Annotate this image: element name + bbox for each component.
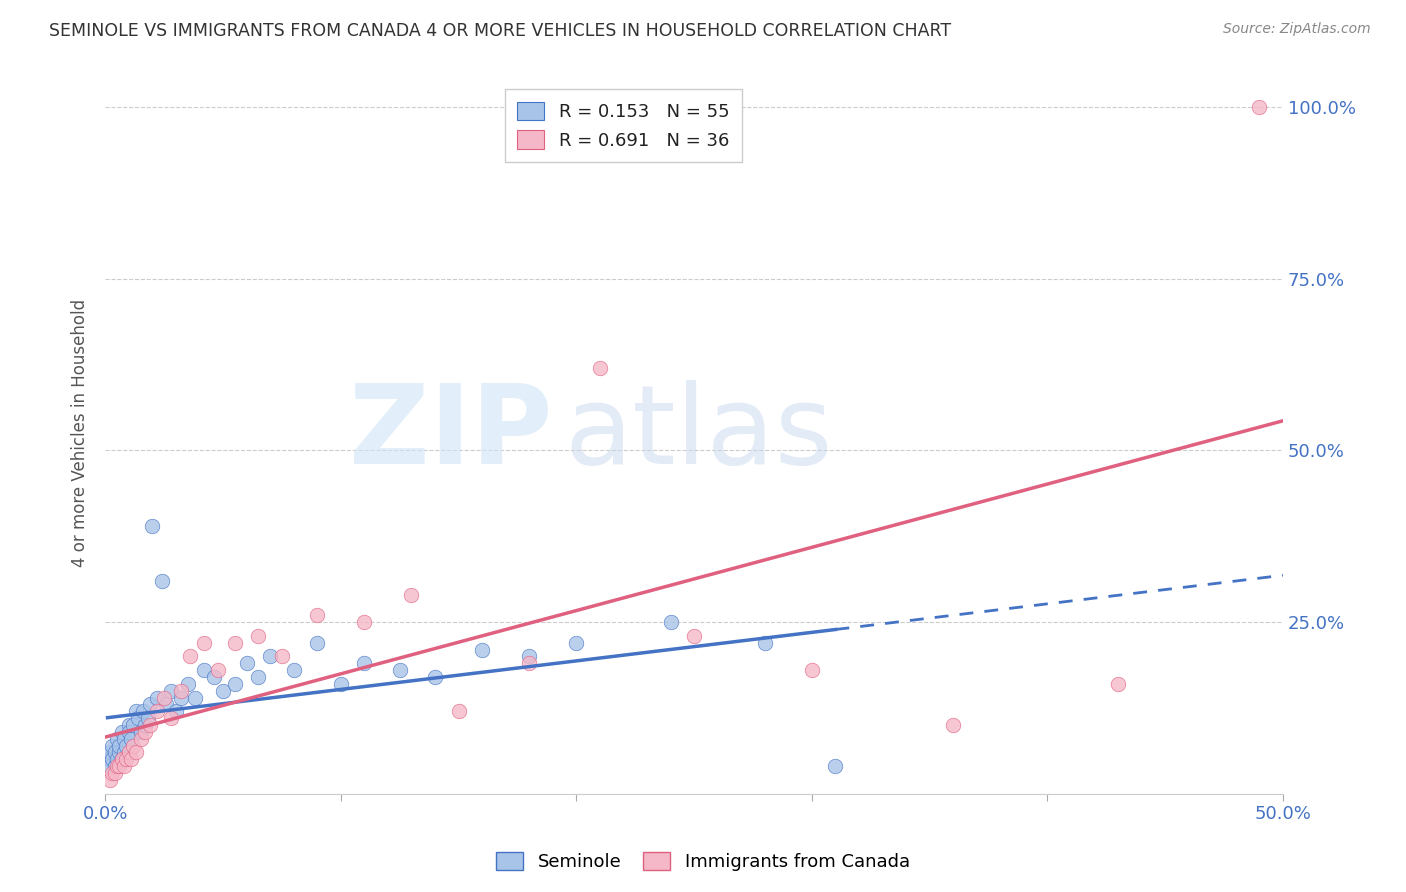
Point (353, 615, 375, 629)
Point (942, 718, 965, 732)
Point (118, 746, 141, 760)
Point (97, 752, 120, 766)
Point (125, 746, 148, 760)
Point (120, 731, 142, 746)
Point (146, 690, 169, 705)
Point (824, 759, 846, 773)
Point (122, 739, 145, 753)
Point (401, 588, 423, 602)
Point (112, 731, 135, 746)
Point (129, 725, 152, 739)
Point (169, 690, 191, 705)
Point (136, 711, 159, 725)
Point (104, 746, 127, 760)
Point (307, 635, 329, 649)
Point (98, 772, 121, 787)
Point (118, 718, 141, 732)
Point (270, 649, 292, 664)
Point (307, 608, 329, 623)
Point (589, 361, 612, 376)
Point (111, 725, 134, 739)
Point (165, 704, 187, 718)
Point (160, 711, 183, 725)
Point (447, 704, 470, 718)
Point (659, 615, 682, 629)
Point (132, 704, 155, 718)
Point (224, 635, 246, 649)
Point (800, 663, 823, 677)
Point (101, 766, 124, 780)
Text: ZIP: ZIP (350, 380, 553, 487)
Point (471, 642, 494, 657)
Point (146, 704, 169, 718)
Point (202, 670, 225, 684)
Point (212, 683, 235, 698)
Point (193, 635, 215, 649)
Point (754, 635, 776, 649)
Point (517, 657, 540, 671)
Point (105, 731, 128, 746)
Point (155, 698, 177, 712)
Text: SEMINOLE VS IMMIGRANTS FROM CANADA 4 OR MORE VEHICLES IN HOUSEHOLD CORRELATION C: SEMINOLE VS IMMIGRANTS FROM CANADA 4 OR … (49, 22, 952, 40)
Point (1107, 677, 1129, 691)
Point (101, 739, 124, 753)
Point (141, 519, 163, 533)
Point (517, 649, 540, 664)
Point (139, 718, 162, 732)
Point (150, 574, 173, 588)
Point (235, 657, 257, 671)
Text: Source: ZipAtlas.com: Source: ZipAtlas.com (1223, 22, 1371, 37)
Point (108, 739, 131, 753)
Point (134, 718, 156, 732)
Point (353, 657, 375, 671)
Point (104, 759, 127, 773)
Point (129, 731, 152, 746)
Point (1249, 100, 1271, 114)
Point (283, 663, 305, 677)
Point (105, 752, 128, 766)
Point (176, 677, 198, 691)
Point (98, 746, 121, 760)
Point (112, 746, 135, 760)
Point (329, 677, 352, 691)
Point (193, 663, 215, 677)
Point (259, 649, 281, 664)
Point (153, 690, 176, 705)
Point (120, 752, 142, 766)
Text: atlas: atlas (565, 380, 832, 487)
Point (108, 759, 131, 773)
Point (179, 649, 201, 664)
Point (388, 663, 411, 677)
Point (108, 746, 131, 760)
Point (111, 752, 134, 766)
Point (183, 690, 205, 705)
Point (224, 677, 246, 691)
Point (160, 683, 183, 698)
Point (111, 752, 134, 766)
Point (98, 759, 121, 773)
Point (207, 663, 229, 677)
Point (115, 739, 138, 753)
Point (127, 711, 149, 725)
Point (101, 752, 124, 766)
Point (247, 670, 270, 684)
Legend: R = 0.153   N = 55, R = 0.691   N = 36: R = 0.153 N = 55, R = 0.691 N = 36 (505, 89, 742, 162)
Point (112, 759, 135, 773)
Y-axis label: 4 or more Vehicles in Household: 4 or more Vehicles in Household (72, 299, 89, 567)
Point (122, 718, 145, 732)
Legend: Seminole, Immigrants from Canada: Seminole, Immigrants from Canada (489, 845, 917, 879)
Point (118, 725, 141, 739)
Point (169, 683, 191, 698)
Point (139, 698, 162, 712)
Point (423, 670, 446, 684)
Point (125, 704, 148, 718)
Point (247, 629, 270, 643)
Point (115, 752, 138, 766)
Point (105, 759, 128, 773)
Point (134, 725, 156, 739)
Point (683, 629, 706, 643)
Point (104, 766, 127, 780)
Point (565, 635, 588, 649)
